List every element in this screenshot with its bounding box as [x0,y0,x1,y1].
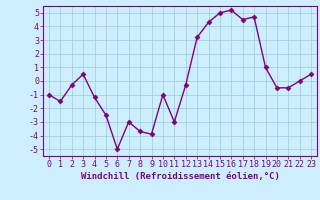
X-axis label: Windchill (Refroidissement éolien,°C): Windchill (Refroidissement éolien,°C) [81,172,279,181]
